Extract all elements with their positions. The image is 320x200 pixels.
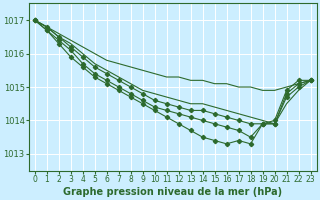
X-axis label: Graphe pression niveau de la mer (hPa): Graphe pression niveau de la mer (hPa) [63, 187, 282, 197]
